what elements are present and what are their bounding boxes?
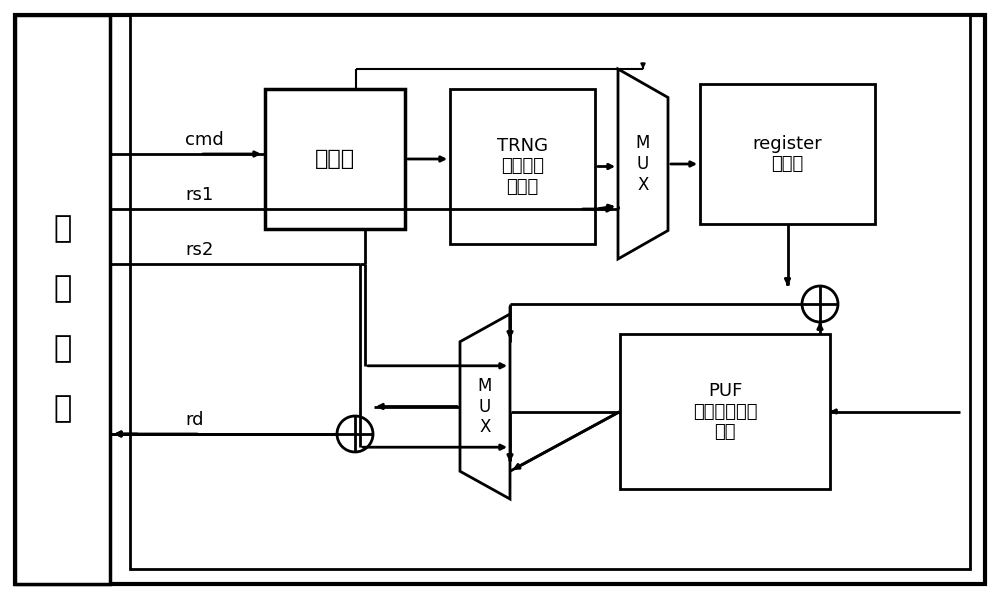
Polygon shape [618,69,668,259]
Text: register
寄存器: register 寄存器 [753,135,822,173]
Bar [620,334,830,489]
Text: rd: rd [185,411,204,429]
Bar [15,15,110,584]
Bar [265,89,405,229]
Bar [700,84,875,224]
Text: cmd: cmd [185,131,224,149]
Text: TRNG
真随机数
生成器: TRNG 真随机数 生成器 [497,137,548,196]
Text: 主: 主 [53,214,72,244]
Bar [130,15,970,569]
Text: 理: 理 [53,334,72,364]
Text: 译码器: 译码器 [315,149,355,169]
Text: rs1: rs1 [185,186,213,204]
Bar [450,89,595,244]
Text: rs2: rs2 [185,241,213,259]
Text: 处: 处 [53,274,72,304]
Text: 器: 器 [53,395,72,423]
Text: M
U
X: M U X [478,377,492,436]
Polygon shape [460,314,510,499]
Text: M
U
X: M U X [636,134,650,194]
Text: PUF
物理不可克隆
函数: PUF 物理不可克隆 函数 [693,382,757,441]
